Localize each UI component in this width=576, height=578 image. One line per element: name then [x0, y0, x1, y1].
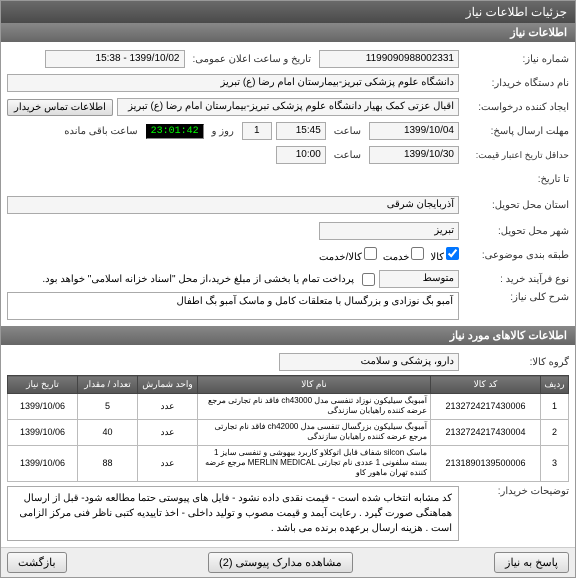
treasury-checkbox[interactable]: [362, 273, 375, 286]
process-value: متوسط: [379, 270, 459, 288]
days-left: 1: [242, 122, 272, 140]
deadline-date: 1399/10/04: [369, 122, 459, 140]
form-top: شماره نیاز: 1199090988002331 تاریخ و ساع…: [1, 42, 575, 326]
cell-name: آمبوبگ سیلیکون بزرگسال تنفسی مدل ch42000…: [198, 419, 431, 445]
cell-date: 1399/10/06: [8, 394, 78, 420]
cell-unit: عدد: [138, 445, 198, 481]
province-value: آذربایجان شرقی: [7, 196, 459, 214]
remaining-label: ساعت باقی مانده: [60, 126, 141, 137]
day-label: روز و: [208, 126, 238, 137]
table-row[interactable]: 12132724217430006آمبوبگ سیلیکون نوزاد تن…: [8, 394, 569, 420]
announce-value: 1399/10/02 - 15:38: [45, 50, 185, 68]
buyer-notes-value: کد مشابه انتخاب شده است - قیمت نقدی داده…: [7, 486, 459, 541]
deadline-time: 15:45: [276, 122, 326, 140]
to-date-label: تا تاریخ:: [459, 174, 569, 185]
cell-name: آمبوبگ سیلیکون نوزاد تنفسی مدل ch43000 ف…: [198, 394, 431, 420]
cell-idx: 1: [541, 394, 569, 420]
th-date: تاریخ نیاز: [8, 376, 78, 394]
cell-unit: عدد: [138, 394, 198, 420]
service-good-checkbox-label[interactable]: کالا/خدمت: [319, 247, 377, 263]
cell-qty: 40: [78, 419, 138, 445]
time-label-1: ساعت: [330, 126, 365, 137]
city-label: شهر محل تحویل:: [459, 226, 569, 237]
announce-label: تاریخ و ساعت اعلان عمومی:: [189, 54, 316, 65]
table-header-row: ردیف کد کالا نام کالا واحد شمارش تعداد /…: [8, 376, 569, 394]
table-row[interactable]: 22132724217430004آمبوبگ سیلیکون بزرگسال …: [8, 419, 569, 445]
items-table: ردیف کد کالا نام کالا واحد شمارش تعداد /…: [7, 375, 569, 482]
window: جزئیات اطلاعات نیاز اطلاعات نیاز شماره ن…: [0, 0, 576, 578]
section-items-header: اطلاعات کالاهای مورد نیاز: [1, 326, 575, 345]
buyer-value: دانشگاه علوم پزشکی تبریز-بیمارستان امام …: [7, 74, 459, 92]
cell-code: 2131890139500006: [431, 445, 541, 481]
service-checkbox[interactable]: [411, 247, 424, 260]
cell-date: 1399/10/06: [8, 445, 78, 481]
city-value: تبریز: [319, 222, 459, 240]
min-valid-date: 1399/10/30: [369, 146, 459, 164]
province-label: استان محل تحویل:: [459, 200, 569, 211]
time-label-2: ساعت: [330, 150, 365, 161]
footer-bar: پاسخ به نیاز مشاهده مدارک پیوستی (2) باز…: [1, 547, 575, 577]
main-desc-label: شرح کلی نیاز:: [459, 292, 569, 303]
th-idx: ردیف: [541, 376, 569, 394]
treasury-checkbox-label[interactable]: پرداخت تمام یا بخشی از مبلغ خرید،از محل …: [42, 273, 375, 286]
cell-idx: 3: [541, 445, 569, 481]
table-row[interactable]: 32131890139500006ماسک silcon شفاف قابل ا…: [8, 445, 569, 481]
group-label: گروه کالا:: [459, 357, 569, 368]
th-qty: تعداد / مقدار: [78, 376, 138, 394]
group-value: دارو، پزشکی و سلامت: [279, 353, 459, 371]
good-checkbox[interactable]: [446, 247, 459, 260]
deadline-label: مهلت ارسال پاسخ:: [459, 126, 569, 137]
th-unit: واحد شمارش: [138, 376, 198, 394]
attachments-button[interactable]: مشاهده مدارک پیوستی (2): [208, 552, 353, 573]
reply-button[interactable]: پاسخ به نیاز: [494, 552, 569, 573]
need-no-label: شماره نیاز:: [459, 54, 569, 65]
service-checkbox-label[interactable]: خدمت: [383, 247, 425, 263]
th-code: کد کالا: [431, 376, 541, 394]
section-info-header: اطلاعات نیاز: [1, 23, 575, 42]
service-good-checkbox[interactable]: [364, 247, 377, 260]
buyer-contact-button[interactable]: اطلاعات تماس خریدار: [7, 99, 113, 116]
th-name: نام کالا: [198, 376, 431, 394]
cell-code: 2132724217430004: [431, 419, 541, 445]
cell-idx: 2: [541, 419, 569, 445]
window-title: جزئیات اطلاعات نیاز: [1, 1, 575, 23]
buyer-notes-label: توضیحات خریدار:: [459, 486, 569, 497]
creator-label: ایجاد کننده درخواست:: [459, 102, 569, 113]
min-valid-label: حداقل تاریخ اعتبار قیمت:: [459, 150, 569, 161]
cell-qty: 88: [78, 445, 138, 481]
min-valid-time: 10:00: [276, 146, 326, 164]
creator-value: اقبال عزتی کمک بهیار دانشگاه علوم پزشکی …: [117, 98, 459, 116]
cell-date: 1399/10/06: [8, 419, 78, 445]
process-label: نوع فرآیند خرید :: [459, 274, 569, 285]
cell-code: 2132724217430006: [431, 394, 541, 420]
back-button[interactable]: بازگشت: [7, 552, 67, 573]
main-desc-value: آمبو بگ نوزادی و بزرگسال با متعلقات کامل…: [7, 292, 459, 320]
buyer-label: نام دستگاه خریدار:: [459, 78, 569, 89]
good-checkbox-label[interactable]: کالا: [430, 247, 459, 263]
need-no-value: 1199090988002331: [319, 50, 459, 68]
cell-qty: 5: [78, 394, 138, 420]
classify-label: طبقه بندی موضوعی:: [459, 250, 569, 261]
form-items: گروه کالا: دارو، پزشکی و سلامت ردیف کد ک…: [1, 345, 575, 547]
cell-name: ماسک silcon شفاف قابل اتوکلاو کاربرد بیه…: [198, 445, 431, 481]
cell-unit: عدد: [138, 419, 198, 445]
countdown-timer: 23:01:42: [146, 124, 204, 139]
